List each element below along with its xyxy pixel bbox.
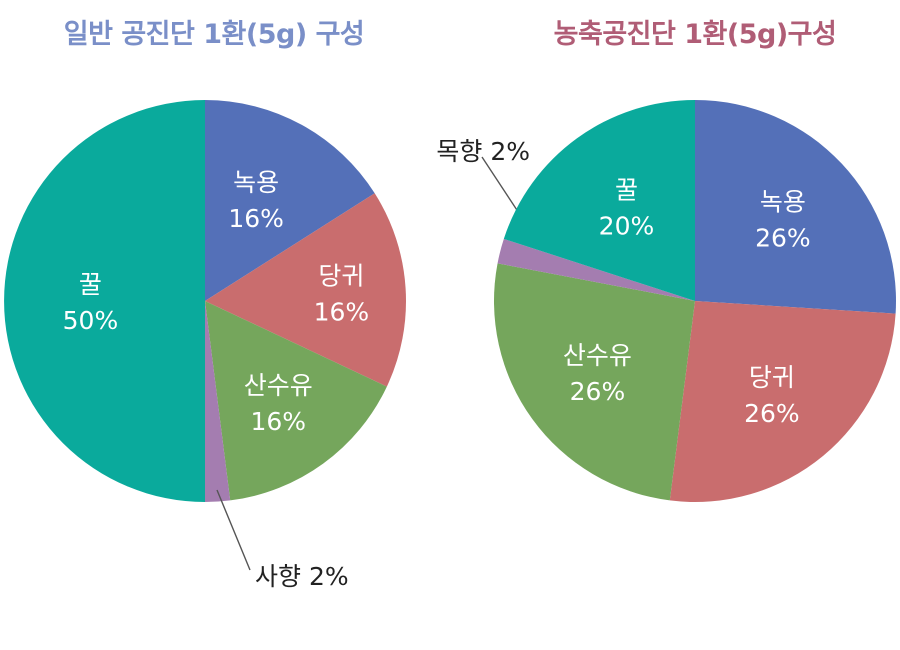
concentrated-slice-2 — [493, 263, 695, 501]
chart-title-general: 일반 공진단 1환(5g) 구성 — [63, 19, 365, 50]
concentrated-slice-1-value: 26% — [744, 399, 800, 428]
concentrated-callout-label: 목향 2% — [436, 137, 530, 166]
concentrated-slice-3 — [497, 238, 695, 301]
concentrated-slice-0-name: 녹용 — [760, 187, 806, 216]
general-callout-leader — [216, 489, 251, 571]
concentrated-slice-1 — [669, 301, 896, 503]
general-slice-1-name: 당귀 — [318, 261, 364, 290]
general-slice-4 — [4, 100, 205, 502]
general-slice-1 — [205, 193, 406, 387]
general-slice-2-name: 산수유 — [244, 371, 313, 400]
chart-title-concentrated: 농축공진단 1환(5g)구성 — [553, 19, 837, 50]
general-slice-1-value: 16% — [314, 297, 370, 326]
concentrated-slice-0 — [695, 100, 896, 314]
concentrated-slice-0-value: 26% — [755, 223, 811, 252]
general-slice-2-value: 16% — [250, 407, 306, 436]
general-slice-0-value: 16% — [228, 204, 284, 233]
concentrated-slice-2-name: 산수유 — [563, 341, 632, 370]
general-slice-2 — [205, 301, 387, 501]
concentrated-slice-2-value: 26% — [570, 377, 626, 406]
general-slice-4-name: 꿀 — [79, 270, 102, 299]
general-slice-4-value: 50% — [63, 306, 119, 335]
concentrated-slice-4-name: 꿀 — [615, 176, 638, 205]
concentrated-slice-1-name: 당귀 — [749, 363, 795, 392]
general-callout-label: 사향 2% — [255, 562, 349, 591]
general-slice-3 — [205, 301, 231, 502]
concentrated-slice-4-value: 20% — [599, 212, 655, 241]
concentrated-slice-4 — [503, 100, 695, 301]
general-slice-0 — [205, 100, 375, 301]
general-slice-0-name: 녹용 — [233, 168, 279, 197]
